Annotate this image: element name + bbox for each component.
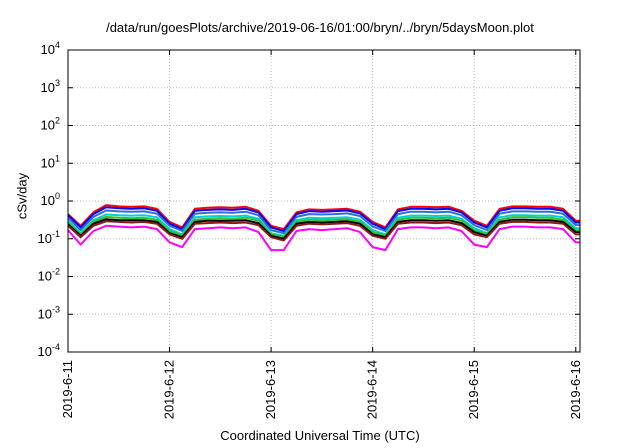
x-tick-label: 2019-6-16 (568, 360, 583, 419)
x-tick-label: 2019-6-12 (162, 360, 177, 419)
y-tick-label: 10-3 (38, 304, 60, 321)
series-line (67, 215, 580, 239)
y-tick-label: 103 (41, 78, 60, 95)
series-line (67, 224, 580, 252)
y-tick-label: 100 (41, 191, 60, 208)
series-line (67, 220, 580, 242)
series-line (67, 204, 580, 231)
y-tick-label: 102 (41, 116, 60, 133)
y-tick-label: 10-4 (38, 342, 60, 359)
series-line (67, 218, 580, 240)
series-line (67, 206, 580, 232)
grid-lines (67, 50, 580, 352)
series-line (67, 209, 580, 235)
x-tick-label: 2019-6-14 (365, 360, 380, 419)
y-axis-ticks: 10-4 10-3 10-2 10-1 100 101 102 103 104 (38, 40, 580, 359)
series-lines (67, 204, 580, 252)
x-axis-label: Coordinated Universal Time (UTC) (220, 428, 420, 443)
series-line (67, 213, 580, 237)
y-tick-label: 10-2 (38, 267, 60, 284)
y-axis-label: cSv/day (14, 172, 30, 220)
x-tick-label: 2019-6-15 (466, 360, 481, 419)
y-tick-label: 104 (41, 40, 60, 57)
x-axis-ticks: 2019-6-11 2019-6-12 2019-6-13 2019-6-14 2019… (60, 50, 583, 419)
x-tick-label: 2019-6-13 (263, 360, 278, 419)
y-tick-label: 10-1 (38, 229, 60, 246)
y-tick-label: 101 (41, 153, 60, 170)
x-tick-label: 2019-6-11 (60, 360, 75, 418)
chart-title: /data/run/goesPlots/archive/2019-06-16/0… (106, 20, 534, 35)
